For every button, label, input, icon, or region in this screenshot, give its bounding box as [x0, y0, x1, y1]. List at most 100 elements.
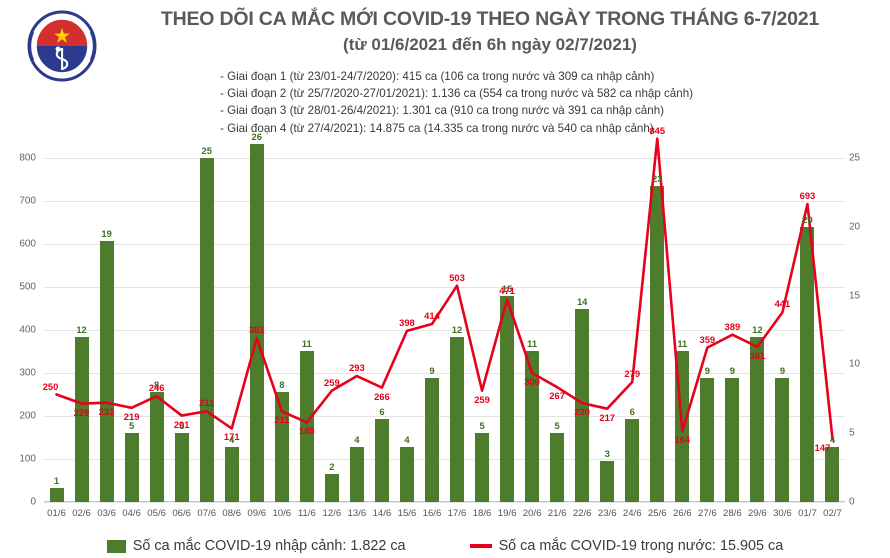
legend-label-imported: Số ca mắc COVID-19 nhập cảnh: 1.822 ca	[132, 538, 406, 554]
gridline	[44, 416, 845, 417]
bar-imported-cases	[199, 158, 214, 502]
x-axis-tick-label: 14/6	[372, 508, 392, 519]
line-swatch-icon	[469, 544, 492, 548]
line-value-label: 267	[549, 390, 565, 402]
bar-value-label: 2	[329, 461, 335, 473]
legend-item-imported: Số ca mắc COVID-19 nhập cảnh: 1.822 ca	[106, 538, 406, 554]
gridline	[44, 244, 845, 245]
bar-value-label: 9	[729, 365, 735, 377]
bar-imported-cases	[500, 295, 515, 502]
y-axis-right-tick-label: 5	[849, 427, 855, 439]
bar-imported-cases	[74, 336, 89, 502]
line-value-label: 441	[774, 298, 791, 310]
x-axis-tick-label: 07/6	[197, 508, 217, 519]
line-value-label: 300	[524, 376, 540, 387]
x-axis-tick-label: 01/7	[798, 508, 817, 519]
bar-value-label: 23	[652, 172, 663, 184]
phase-summary-list: - Giai đoạn 1 (từ 23/01-24/7/2020): 415 …	[180, 68, 880, 137]
bar-value-label: 4	[354, 433, 360, 445]
y-axis-right-tick-label: 20	[849, 221, 861, 233]
bar-value-label: 26	[251, 131, 262, 143]
phase-item-1: - Giai đoạn 1 (từ 23/01-24/7/2020): 415 …	[220, 70, 655, 83]
bar-value-label: 4	[404, 433, 410, 445]
bar-imported-cases	[324, 474, 339, 502]
bar-value-label: 15	[501, 282, 513, 294]
x-axis-tick-label: 19/6	[497, 508, 517, 519]
bar-value-label: 11	[677, 337, 688, 349]
gridline	[44, 502, 845, 503]
x-axis-tick-label: 20/6	[522, 508, 542, 519]
bar-imported-cases	[399, 446, 414, 502]
x-axis-tick-label: 24/6	[622, 508, 642, 519]
bar-imported-cases	[525, 350, 540, 502]
bar-value-label: 9	[429, 365, 435, 377]
gridline	[44, 459, 845, 460]
gridline	[44, 287, 845, 288]
bar-value-label: 3	[604, 447, 610, 459]
bar-value-label: 9	[779, 365, 786, 377]
line-value-label: 250	[42, 380, 59, 392]
line-value-label: 259	[324, 376, 340, 388]
page-subtitle: (từ 01/6/2021 đến 6h ngày 02/7/2021)	[343, 35, 637, 54]
gridline	[44, 158, 845, 159]
line-value-label: 398	[399, 316, 415, 328]
bar-value-labels: 1 12 19 5 8 5 25 4 26 8 11 2 4 6 4 9 12 5 15 11 5 14 3 6 23 11 9 9 1…	[44, 131, 845, 502]
line-value-label: 211	[274, 414, 290, 426]
bar-imported-cases	[825, 446, 840, 502]
x-axis-tick-label: 27/6	[697, 508, 717, 519]
bar-value-label: 9	[704, 365, 710, 377]
bar-imported-cases	[725, 378, 740, 502]
y-axis-left-tick-label: 200	[19, 410, 36, 422]
bar-imported-cases	[750, 336, 765, 502]
bar-imported-cases	[600, 460, 615, 502]
bar-imported-cases	[249, 144, 264, 502]
bar-value-label: 25	[201, 145, 212, 156]
x-axis-tick-label: 06/6	[172, 508, 192, 519]
x-axis-tick-label: 16/6	[422, 508, 442, 519]
line-value-label: 359	[699, 333, 716, 345]
header: THEO DÕI CA MẮC MỚI COVID-19 THEO NGÀY T…	[0, 0, 890, 150]
bar-imported-cases	[374, 419, 389, 502]
bar-value-label: 6	[629, 406, 635, 418]
line-value-label: 230	[574, 406, 590, 418]
line-value-label: 185	[299, 425, 315, 437]
y-axis-left-tick-label: 500	[19, 281, 36, 293]
x-axis-tick-label: 15/6	[397, 508, 417, 519]
bar-imported-cases	[550, 433, 565, 502]
bar-imported-cases	[700, 378, 715, 502]
x-axis-tick-label: 11/6	[297, 508, 316, 519]
page-title-block: THEO DÕI CA MẮC MỚI COVID-19 THEO NGÀY T…	[100, 6, 880, 58]
x-axis-tick-label: 05/6	[147, 508, 166, 519]
bar-imported-cases	[49, 488, 64, 502]
bar-value-label: 8	[154, 378, 160, 390]
bar-imported-cases	[124, 433, 139, 502]
bar-imported-cases	[775, 378, 790, 502]
bar-value-label: 19	[101, 227, 112, 239]
bar-imported-cases	[800, 226, 815, 502]
x-axis-labels: 01/6 02/6 03/6 04/6 05/6 06/6 07/6 08/6 09/6 10/6…	[44, 504, 845, 528]
x-axis-tick-label: 25/6	[647, 508, 667, 519]
bar-imported-cases	[224, 446, 239, 502]
bar-value-label: 4	[829, 433, 836, 445]
gridline	[44, 330, 845, 331]
bar-imported-cases	[349, 446, 364, 502]
line-value-label: 171	[223, 431, 240, 443]
line-value-label: 361	[749, 349, 766, 361]
x-axis-tick-label: 13/6	[347, 508, 367, 519]
x-axis-tick-label: 12/6	[322, 508, 342, 519]
bar-imported-cases	[450, 336, 465, 502]
line-value-label: 414	[424, 309, 440, 321]
x-axis-tick-label: 03/6	[97, 508, 116, 519]
line-value-label: 219	[123, 410, 140, 422]
x-axis-tick-label: 08/6	[222, 508, 242, 519]
bar-value-label: 14	[576, 296, 588, 308]
x-axis-tick-label: 30/6	[773, 508, 792, 519]
y-axis-right-tick-label: 15	[849, 290, 861, 302]
bar-imported-cases	[625, 419, 640, 502]
bar-imported-cases	[575, 309, 590, 502]
bar-value-label: 20	[802, 213, 813, 225]
y-axis-left-tick-label: 300	[19, 367, 36, 379]
x-axis-tick-label: 04/6	[122, 508, 141, 519]
line-value-label: 259	[474, 393, 490, 405]
bar-value-label: 12	[76, 323, 87, 335]
